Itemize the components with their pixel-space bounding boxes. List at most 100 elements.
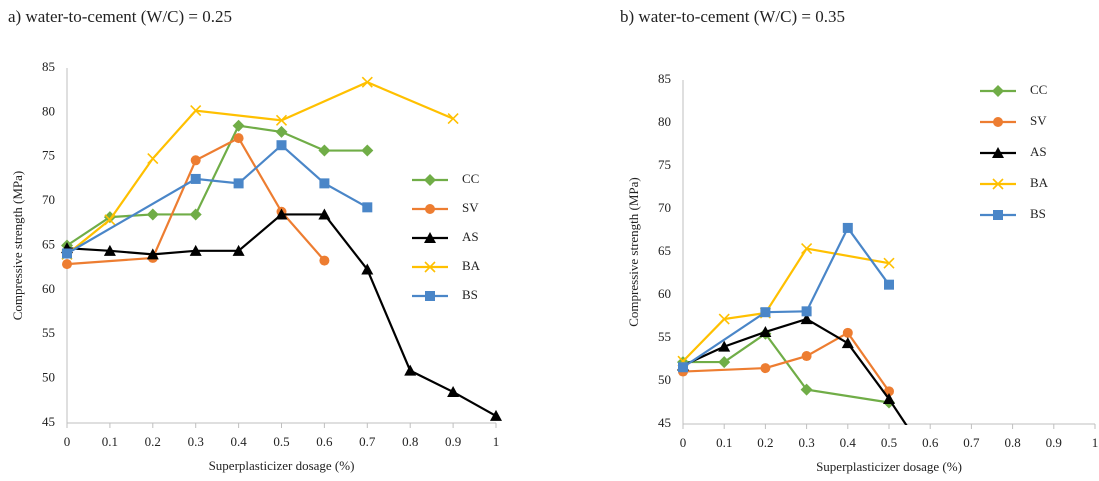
chart-title: b) water-to-cement (W/C) = 0.35 xyxy=(620,7,845,26)
legend-label: SV xyxy=(462,200,479,215)
marker xyxy=(801,306,812,317)
marker xyxy=(883,257,895,269)
x-tick-label: 1 xyxy=(1092,435,1099,450)
y-tick-label: 65 xyxy=(42,236,55,251)
x-tick-label: 0.9 xyxy=(1046,435,1062,450)
marker xyxy=(275,208,288,220)
marker xyxy=(104,214,116,226)
marker xyxy=(232,244,245,256)
x-tick-label: 0 xyxy=(680,435,687,450)
marker xyxy=(801,242,813,255)
marker xyxy=(190,155,201,166)
marker xyxy=(404,364,417,376)
series-line xyxy=(66,81,454,256)
legend-label: AS xyxy=(1030,144,1047,159)
series-line xyxy=(66,143,368,255)
plot-area xyxy=(61,76,502,421)
marker xyxy=(62,248,72,259)
y-tick-label: 80 xyxy=(658,114,671,129)
x-tick-label: 0.7 xyxy=(359,434,376,449)
marker xyxy=(233,133,244,144)
x-axis-label: Superplasticizer dosage (%) xyxy=(816,459,962,474)
x-tick-label: 0.5 xyxy=(273,434,289,449)
marker xyxy=(842,222,853,233)
marker xyxy=(103,244,116,256)
legend-marker xyxy=(424,232,436,243)
marker xyxy=(190,173,201,184)
marker xyxy=(361,76,373,88)
y-tick-label: 60 xyxy=(658,286,671,301)
marker xyxy=(760,307,771,318)
marker xyxy=(62,259,72,270)
marker xyxy=(800,383,813,396)
x-tick-label: 0.7 xyxy=(963,435,980,450)
x-tick-label: 0.6 xyxy=(316,434,333,449)
marker xyxy=(189,244,202,256)
marker xyxy=(718,313,730,325)
marker xyxy=(883,393,895,405)
marker xyxy=(318,208,331,220)
x-tick-label: 0 xyxy=(64,434,71,449)
marker xyxy=(760,363,771,374)
marker xyxy=(490,409,502,421)
y-tick-label: 55 xyxy=(658,329,671,344)
x-tick-label: 1 xyxy=(493,434,500,449)
legend-label: BA xyxy=(1030,175,1049,190)
y-tick-label: 45 xyxy=(42,414,55,429)
marker xyxy=(361,144,374,157)
marker xyxy=(800,313,813,325)
x-tick-label: 0.3 xyxy=(798,435,814,450)
marker xyxy=(841,337,854,349)
marker xyxy=(759,325,772,337)
legend-marker xyxy=(425,291,435,301)
marker xyxy=(276,140,287,151)
marker xyxy=(718,356,731,369)
x-tick-label: 0.4 xyxy=(840,435,857,450)
x-tick-label: 0.2 xyxy=(757,435,773,450)
marker xyxy=(447,113,459,125)
marker xyxy=(190,105,202,117)
marker xyxy=(318,144,331,157)
marker xyxy=(718,340,731,352)
marker xyxy=(146,208,159,221)
marker xyxy=(842,327,853,338)
y-tick-label: 55 xyxy=(42,325,55,340)
series-line xyxy=(66,136,326,266)
legend-label: AS xyxy=(462,229,479,244)
marker xyxy=(362,202,373,213)
legend-marker xyxy=(993,117,1003,127)
y-tick-label: 50 xyxy=(658,372,671,387)
legend-label: SV xyxy=(1030,113,1047,128)
legend-marker xyxy=(992,178,1004,190)
y-axis-label: Compressive strength (MPa) xyxy=(10,171,25,320)
marker xyxy=(319,255,330,266)
legend-marker xyxy=(993,210,1003,220)
x-tick-label: 0.2 xyxy=(145,434,161,449)
y-tick-label: 75 xyxy=(42,148,55,163)
chart-title: a) water-to-cement (W/C) = 0.25 xyxy=(8,7,232,26)
x-tick-label: 0.6 xyxy=(922,435,939,450)
y-tick-label: 70 xyxy=(658,200,671,215)
marker xyxy=(361,263,374,275)
marker xyxy=(146,248,159,260)
legend-label: BS xyxy=(1030,206,1046,221)
x-tick-label: 0.8 xyxy=(402,434,418,449)
y-tick-label: 85 xyxy=(658,71,671,86)
legend-label: BA xyxy=(462,258,481,273)
series-line xyxy=(683,332,890,404)
marker xyxy=(232,119,245,132)
x-axis-label: Superplasticizer dosage (%) xyxy=(209,458,355,473)
series-line xyxy=(66,213,497,417)
legend-label: CC xyxy=(1030,82,1047,97)
x-tick-label: 0.1 xyxy=(102,434,118,449)
x-tick-label: 0.4 xyxy=(230,434,247,449)
x-tick-label: 0.3 xyxy=(188,434,204,449)
legend-marker xyxy=(992,147,1004,158)
y-tick-label: 50 xyxy=(42,370,55,385)
marker xyxy=(884,279,894,290)
plot-area xyxy=(677,222,908,425)
y-axis-label: Compressive strength (MPa) xyxy=(626,177,641,326)
marker xyxy=(678,362,688,373)
legend-marker xyxy=(424,174,436,186)
